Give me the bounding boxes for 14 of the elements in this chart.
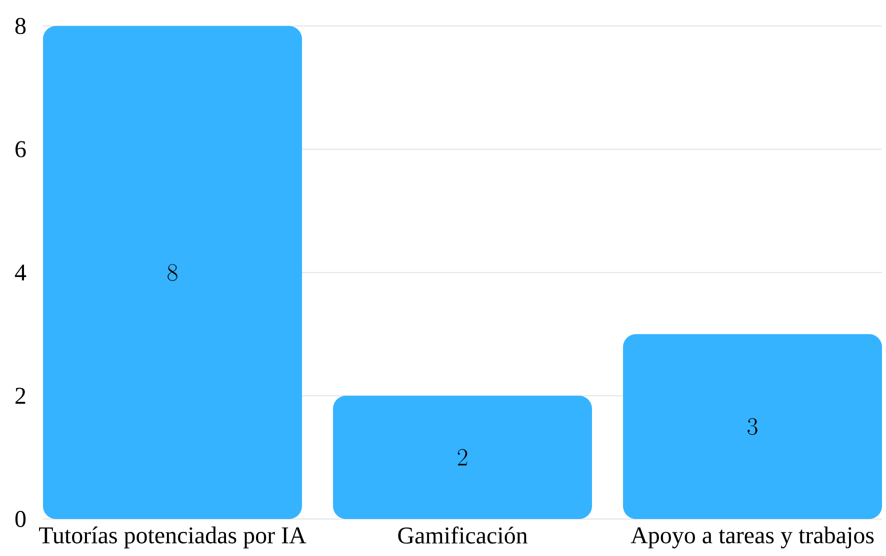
data-label: 3 (748, 418, 758, 435)
y-tick-label: 6 (16, 141, 26, 158)
bar (333, 396, 592, 519)
x-tick-label: Gamificación (398, 526, 528, 544)
data-label: 2 (458, 448, 468, 466)
bar (43, 26, 302, 519)
bar (623, 334, 882, 519)
y-tick-label: 2 (16, 388, 26, 404)
x-tick-label: Apoyo a tareas y trabajos (630, 526, 874, 548)
y-tick-label: 8 (15, 18, 26, 34)
x-tick-label: Tutorías potenciadas por IA (39, 526, 306, 548)
data-label: 8 (168, 264, 178, 281)
y-tick-label: 4 (14, 264, 26, 280)
y-tick-label: 0 (15, 510, 26, 528)
